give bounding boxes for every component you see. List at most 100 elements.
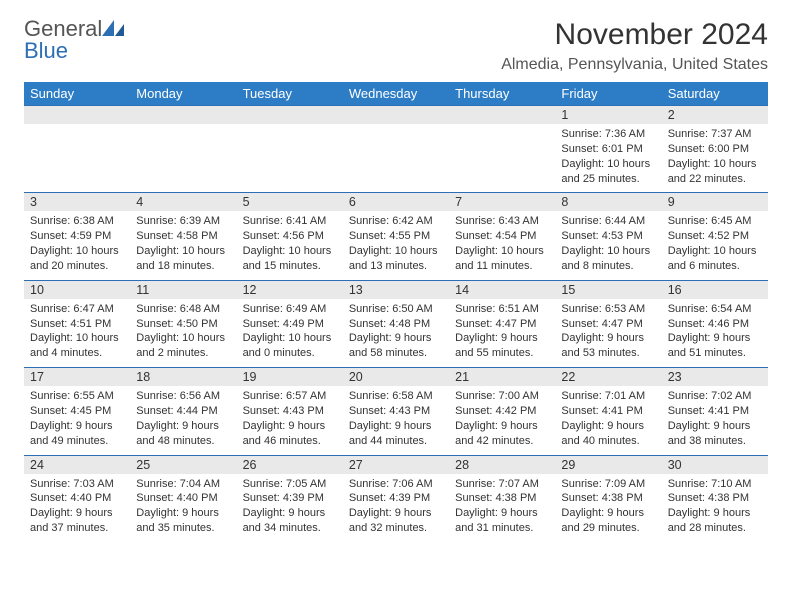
weekday-header: Sunday: [24, 82, 130, 106]
day-number: 18: [130, 368, 236, 386]
day-number: 8: [555, 193, 661, 211]
day-number: 4: [130, 193, 236, 211]
day-number: 23: [662, 368, 768, 386]
title-block: November 2024 Almedia, Pennsylvania, Uni…: [501, 18, 768, 74]
day-number: 2: [662, 106, 768, 124]
header: General Blue November 2024 Almedia, Penn…: [24, 18, 768, 74]
day-details: Sunrise: 7:09 AMSunset: 4:38 PMDaylight:…: [555, 474, 661, 542]
weekday-header: Wednesday: [343, 82, 449, 106]
day-number: 27: [343, 456, 449, 474]
weekday-header: Thursday: [449, 82, 555, 106]
day-number: 5: [237, 193, 343, 211]
day-number: 6: [343, 193, 449, 211]
day-number: 9: [662, 193, 768, 211]
day-number: 30: [662, 456, 768, 474]
calendar-week-row: 3Sunrise: 6:38 AMSunset: 4:59 PMDaylight…: [24, 193, 768, 280]
weekday-header: Saturday: [662, 82, 768, 106]
calendar-day-cell: 25Sunrise: 7:04 AMSunset: 4:40 PMDayligh…: [130, 455, 236, 542]
day-details: Sunrise: 6:49 AMSunset: 4:49 PMDaylight:…: [237, 299, 343, 367]
day-details: Sunrise: 7:06 AMSunset: 4:39 PMDaylight:…: [343, 474, 449, 542]
calendar-empty-cell: [130, 106, 236, 193]
calendar-week-row: 1Sunrise: 7:36 AMSunset: 6:01 PMDaylight…: [24, 106, 768, 193]
day-number: 21: [449, 368, 555, 386]
day-details: Sunrise: 6:56 AMSunset: 4:44 PMDaylight:…: [130, 386, 236, 454]
calendar-empty-cell: [449, 106, 555, 193]
weekday-header: Tuesday: [237, 82, 343, 106]
calendar-day-cell: 22Sunrise: 7:01 AMSunset: 4:41 PMDayligh…: [555, 368, 661, 455]
day-details: Sunrise: 7:37 AMSunset: 6:00 PMDaylight:…: [662, 124, 768, 192]
day-details: Sunrise: 7:04 AMSunset: 4:40 PMDaylight:…: [130, 474, 236, 542]
day-details: Sunrise: 6:51 AMSunset: 4:47 PMDaylight:…: [449, 299, 555, 367]
calendar-day-cell: 14Sunrise: 6:51 AMSunset: 4:47 PMDayligh…: [449, 280, 555, 367]
calendar-day-cell: 24Sunrise: 7:03 AMSunset: 4:40 PMDayligh…: [24, 455, 130, 542]
calendar-day-cell: 13Sunrise: 6:50 AMSunset: 4:48 PMDayligh…: [343, 280, 449, 367]
day-number: 3: [24, 193, 130, 211]
day-number: 7: [449, 193, 555, 211]
day-details: Sunrise: 6:39 AMSunset: 4:58 PMDaylight:…: [130, 211, 236, 279]
calendar-day-cell: 16Sunrise: 6:54 AMSunset: 4:46 PMDayligh…: [662, 280, 768, 367]
calendar-header-row: SundayMondayTuesdayWednesdayThursdayFrid…: [24, 82, 768, 106]
day-details: Sunrise: 6:44 AMSunset: 4:53 PMDaylight:…: [555, 211, 661, 279]
day-details: Sunrise: 6:53 AMSunset: 4:47 PMDaylight:…: [555, 299, 661, 367]
day-number: 28: [449, 456, 555, 474]
calendar-day-cell: 6Sunrise: 6:42 AMSunset: 4:55 PMDaylight…: [343, 193, 449, 280]
day-number: 13: [343, 281, 449, 299]
day-details: Sunrise: 6:57 AMSunset: 4:43 PMDaylight:…: [237, 386, 343, 454]
logo-sail-icon: [102, 16, 124, 41]
day-number: 17: [24, 368, 130, 386]
calendar-day-cell: 7Sunrise: 6:43 AMSunset: 4:54 PMDaylight…: [449, 193, 555, 280]
day-details: Sunrise: 7:05 AMSunset: 4:39 PMDaylight:…: [237, 474, 343, 542]
day-number: 10: [24, 281, 130, 299]
calendar-day-cell: 21Sunrise: 7:00 AMSunset: 4:42 PMDayligh…: [449, 368, 555, 455]
calendar-empty-cell: [343, 106, 449, 193]
calendar-day-cell: 29Sunrise: 7:09 AMSunset: 4:38 PMDayligh…: [555, 455, 661, 542]
day-number: 11: [130, 281, 236, 299]
day-number: 25: [130, 456, 236, 474]
calendar-week-row: 24Sunrise: 7:03 AMSunset: 4:40 PMDayligh…: [24, 455, 768, 542]
logo-word2: Blue: [24, 38, 68, 63]
logo-text: General Blue: [24, 18, 124, 62]
day-details: Sunrise: 6:47 AMSunset: 4:51 PMDaylight:…: [24, 299, 130, 367]
day-number: 19: [237, 368, 343, 386]
day-details: Sunrise: 7:10 AMSunset: 4:38 PMDaylight:…: [662, 474, 768, 542]
calendar-day-cell: 5Sunrise: 6:41 AMSunset: 4:56 PMDaylight…: [237, 193, 343, 280]
calendar-day-cell: 10Sunrise: 6:47 AMSunset: 4:51 PMDayligh…: [24, 280, 130, 367]
day-number: 12: [237, 281, 343, 299]
day-number: 16: [662, 281, 768, 299]
day-details: Sunrise: 6:55 AMSunset: 4:45 PMDaylight:…: [24, 386, 130, 454]
day-details: Sunrise: 6:43 AMSunset: 4:54 PMDaylight:…: [449, 211, 555, 279]
calendar-day-cell: 26Sunrise: 7:05 AMSunset: 4:39 PMDayligh…: [237, 455, 343, 542]
day-details: Sunrise: 6:42 AMSunset: 4:55 PMDaylight:…: [343, 211, 449, 279]
calendar-empty-cell: [237, 106, 343, 193]
calendar-week-row: 17Sunrise: 6:55 AMSunset: 4:45 PMDayligh…: [24, 368, 768, 455]
calendar-day-cell: 4Sunrise: 6:39 AMSunset: 4:58 PMDaylight…: [130, 193, 236, 280]
calendar-day-cell: 27Sunrise: 7:06 AMSunset: 4:39 PMDayligh…: [343, 455, 449, 542]
page-title: November 2024: [501, 18, 768, 52]
day-details: Sunrise: 7:01 AMSunset: 4:41 PMDaylight:…: [555, 386, 661, 454]
day-number: 15: [555, 281, 661, 299]
calendar-day-cell: 12Sunrise: 6:49 AMSunset: 4:49 PMDayligh…: [237, 280, 343, 367]
calendar-week-row: 10Sunrise: 6:47 AMSunset: 4:51 PMDayligh…: [24, 280, 768, 367]
day-number: 22: [555, 368, 661, 386]
day-details: Sunrise: 7:00 AMSunset: 4:42 PMDaylight:…: [449, 386, 555, 454]
day-details: Sunrise: 7:36 AMSunset: 6:01 PMDaylight:…: [555, 124, 661, 192]
calendar-day-cell: 1Sunrise: 7:36 AMSunset: 6:01 PMDaylight…: [555, 106, 661, 193]
calendar-empty-cell: [24, 106, 130, 193]
day-details: Sunrise: 6:41 AMSunset: 4:56 PMDaylight:…: [237, 211, 343, 279]
calendar-day-cell: 20Sunrise: 6:58 AMSunset: 4:43 PMDayligh…: [343, 368, 449, 455]
calendar-day-cell: 23Sunrise: 7:02 AMSunset: 4:41 PMDayligh…: [662, 368, 768, 455]
weekday-header: Monday: [130, 82, 236, 106]
day-number: 20: [343, 368, 449, 386]
calendar-table: SundayMondayTuesdayWednesdayThursdayFrid…: [24, 82, 768, 542]
calendar-day-cell: 30Sunrise: 7:10 AMSunset: 4:38 PMDayligh…: [662, 455, 768, 542]
calendar-day-cell: 19Sunrise: 6:57 AMSunset: 4:43 PMDayligh…: [237, 368, 343, 455]
day-details: Sunrise: 6:48 AMSunset: 4:50 PMDaylight:…: [130, 299, 236, 367]
day-details: Sunrise: 7:07 AMSunset: 4:38 PMDaylight:…: [449, 474, 555, 542]
calendar-day-cell: 11Sunrise: 6:48 AMSunset: 4:50 PMDayligh…: [130, 280, 236, 367]
calendar-day-cell: 8Sunrise: 6:44 AMSunset: 4:53 PMDaylight…: [555, 193, 661, 280]
calendar-day-cell: 2Sunrise: 7:37 AMSunset: 6:00 PMDaylight…: [662, 106, 768, 193]
day-number: 24: [24, 456, 130, 474]
location-subtitle: Almedia, Pennsylvania, United States: [501, 56, 768, 74]
day-number: 14: [449, 281, 555, 299]
logo: General Blue: [24, 18, 124, 62]
